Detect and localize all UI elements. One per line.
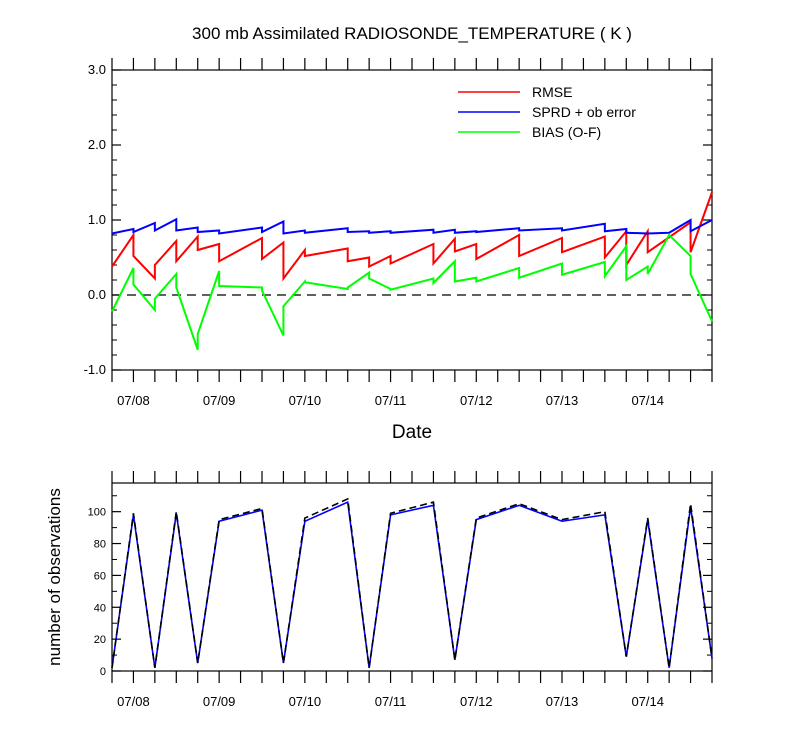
x-tick-label: 07/13 <box>546 393 579 408</box>
y-tick-label: 20 <box>94 634 106 646</box>
y-tick-label: 2.0 <box>88 137 106 152</box>
x-tick-label: 07/09 <box>203 694 236 709</box>
top-x-axis: 07/08 07/09 07/10 07/11 07/12 07/13 07/14 <box>111 58 713 408</box>
bottom-plot-frame <box>111 482 713 672</box>
legend-label-rmse: RMSE <box>532 84 572 100</box>
y-tick-label: 60 <box>94 570 106 582</box>
y-tick-label: -1.0 <box>84 362 106 377</box>
series-line-observations-used <box>111 500 713 668</box>
x-tick-label: 07/11 <box>375 694 407 709</box>
y-tick-label: 3.0 <box>88 62 106 77</box>
top-series-group <box>111 191 713 351</box>
series-line-bias-o-f <box>111 233 713 351</box>
x-tick-label: 07/14 <box>631 694 664 709</box>
series-line-observations-possible <box>111 497 713 668</box>
series-line-rmse <box>111 191 713 282</box>
x-tick-label: 07/10 <box>289 393 322 408</box>
x-tick-label: 07/12 <box>460 393 493 408</box>
x-tick-label: 07/13 <box>546 694 579 709</box>
y-tick-label: 0.0 <box>88 287 106 302</box>
bottom-y-axis: 0 20 40 60 80 100 <box>88 495 712 678</box>
y-tick-label: 1.0 <box>88 212 106 227</box>
legend-label-sprd: SPRD + ob error <box>532 104 636 120</box>
legend-label-bias: BIAS (O-F) <box>532 124 601 140</box>
y-tick-label: 100 <box>88 507 106 519</box>
x-tick-label: 07/11 <box>375 393 407 408</box>
bottom-series-group <box>111 497 713 668</box>
x-tick-label: 07/09 <box>203 393 236 408</box>
y-axis-label: number of observations <box>45 488 64 666</box>
y-tick-label: 0 <box>100 666 106 678</box>
y-tick-label: 80 <box>94 539 106 551</box>
top-chart: 300 mb Assimilated RADIOSONDE_TEMPERATUR… <box>84 24 713 443</box>
x-tick-label: 07/08 <box>117 393 150 408</box>
series-line-sprd-ob-error <box>111 217 713 235</box>
x-tick-label: 07/14 <box>631 393 664 408</box>
x-axis-label: Date <box>392 422 432 443</box>
legend: RMSE SPRD + ob error BIAS (O-F) <box>458 84 636 140</box>
x-tick-label: 07/12 <box>460 694 493 709</box>
x-tick-label: 07/10 <box>289 694 322 709</box>
chart-title: 300 mb Assimilated RADIOSONDE_TEMPERATUR… <box>192 24 632 43</box>
x-tick-label: 07/08 <box>117 694 150 709</box>
y-tick-label: 40 <box>94 602 106 614</box>
bottom-x-axis: 07/08 07/09 07/10 07/11 07/12 07/13 07/14 <box>111 471 713 709</box>
